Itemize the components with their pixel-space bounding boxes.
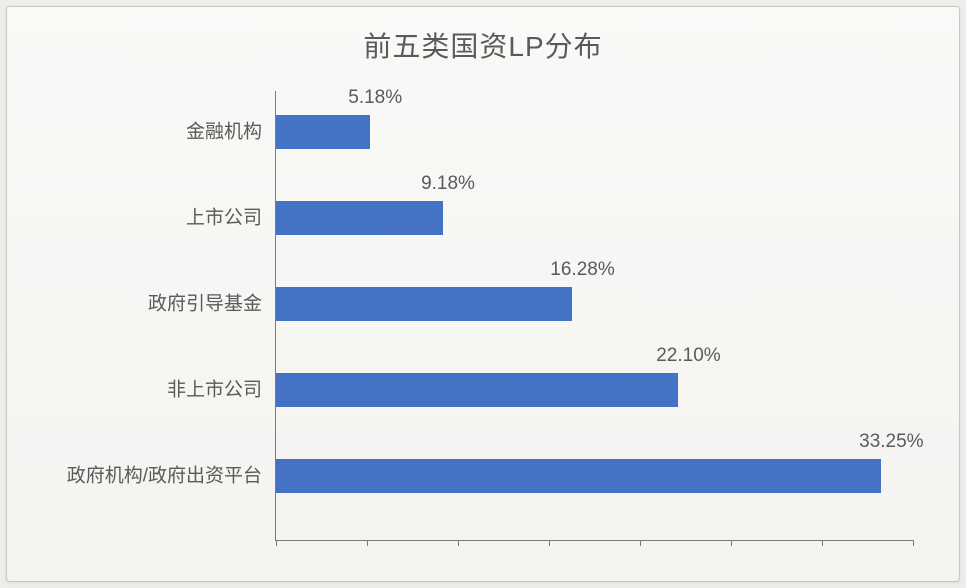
x-tick [458,540,459,546]
bar [276,287,572,321]
value-label: 9.18% [421,174,475,193]
plot-area: 金融机构5.18%上市公司9.18%政府引导基金16.28%非上市公司22.10… [275,91,913,541]
chart-card: 前五类国资LP分布 金融机构5.18%上市公司9.18%政府引导基金16.28%… [6,6,960,582]
x-tick [367,540,368,546]
category-label: 金融机构 [186,123,276,142]
x-tick [549,540,550,546]
bar [276,373,678,407]
value-label: 16.28% [550,260,614,279]
x-tick [822,540,823,546]
value-label: 22.10% [656,346,720,365]
value-label: 5.18% [348,88,402,107]
x-tick [276,540,277,546]
category-label: 非上市公司 [167,381,276,400]
value-label: 33.25% [859,432,923,451]
bar [276,115,370,149]
bar [276,459,881,493]
category-label: 政府机构/政府出资平台 [67,467,276,486]
chart-title: 前五类国资LP分布 [7,25,959,65]
x-tick [640,540,641,546]
category-label: 上市公司 [186,209,276,228]
x-tick [913,540,914,546]
bar [276,201,443,235]
category-label: 政府引导基金 [148,295,276,314]
x-tick [731,540,732,546]
